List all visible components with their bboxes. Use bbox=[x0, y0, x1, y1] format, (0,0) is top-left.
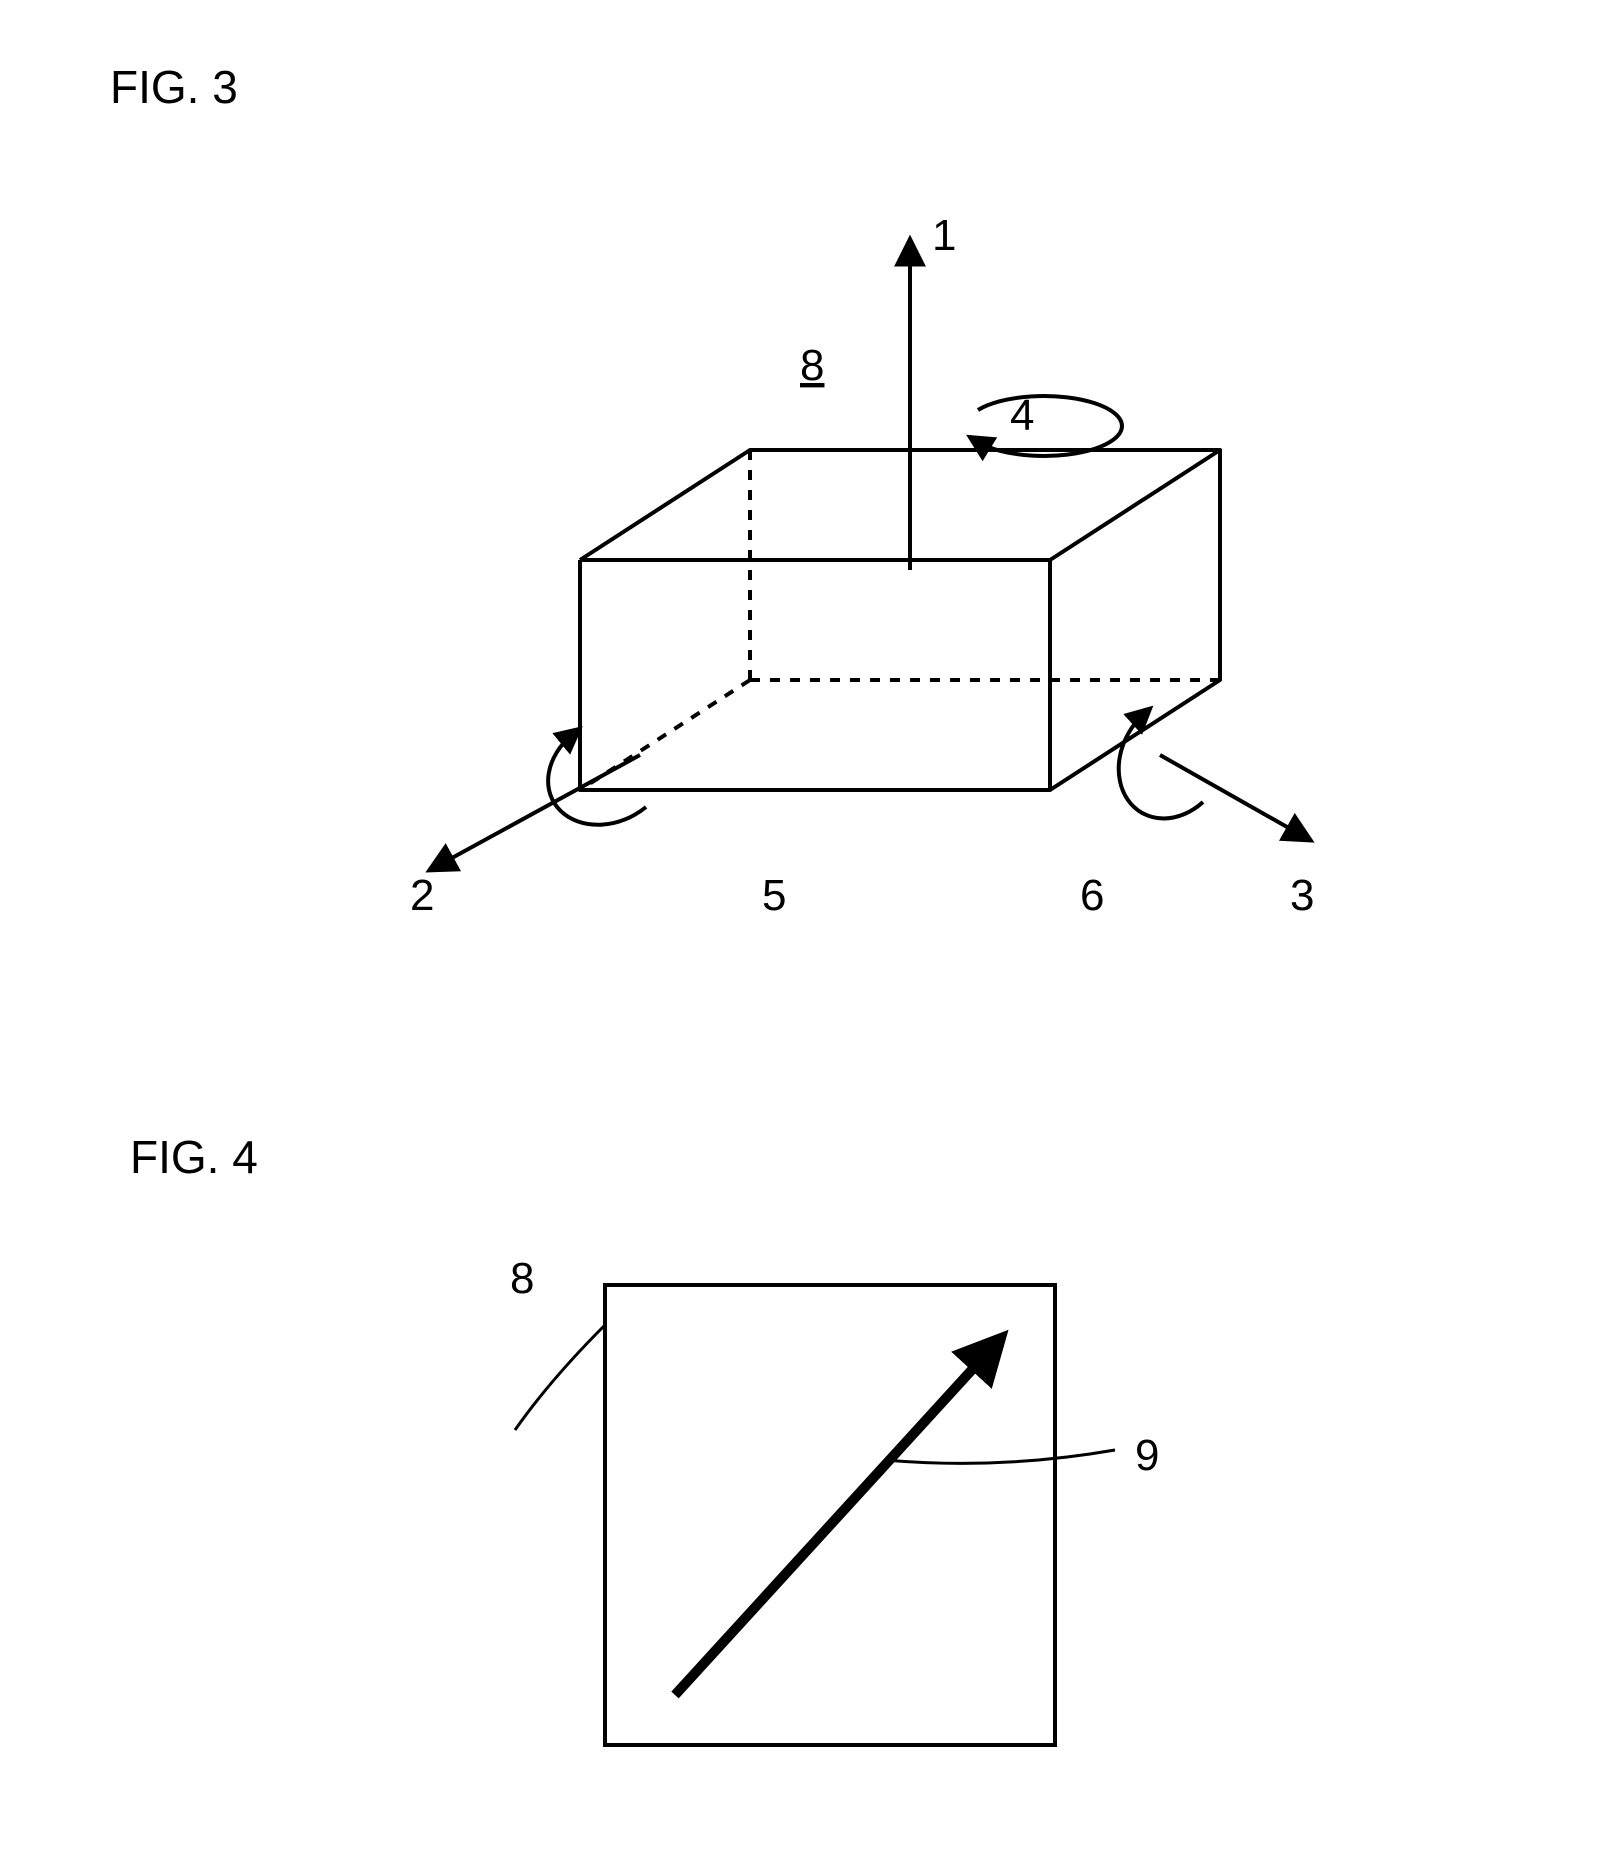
rotation-top-label: 4 bbox=[1010, 391, 1034, 440]
figure-3-diagram: 8 1 2 3 4 5 6 bbox=[330, 150, 1320, 980]
rotation-right-label: 6 bbox=[1080, 871, 1104, 920]
direction-arrow bbox=[675, 1350, 990, 1695]
square-label: 8 bbox=[510, 1254, 534, 1303]
rotation-left-label: 5 bbox=[762, 871, 786, 920]
leader-to-box-label bbox=[515, 1325, 605, 1430]
box-ref-label: 8 bbox=[800, 341, 824, 390]
figure-4-numeric-labels: 8 9 bbox=[510, 1254, 1159, 1480]
arrow-label: 9 bbox=[1135, 1431, 1159, 1480]
axis-left-label: 2 bbox=[410, 871, 434, 920]
figure-4-label: FIG. 4 bbox=[130, 1130, 258, 1184]
rotation-indicators bbox=[548, 396, 1203, 825]
axis-right-label: 3 bbox=[1290, 871, 1314, 920]
figure-3-label: FIG. 3 bbox=[110, 60, 238, 114]
axis-up-label: 1 bbox=[932, 211, 956, 260]
rotation-top bbox=[978, 396, 1122, 456]
axis-right-arrow bbox=[1160, 755, 1310, 840]
leader-to-arrow-label bbox=[885, 1450, 1115, 1463]
axis-arrows bbox=[430, 240, 1310, 870]
rotation-right bbox=[1119, 715, 1203, 818]
figure-3-numeric-labels: 8 1 2 3 4 5 6 bbox=[410, 211, 1314, 920]
figure-4-diagram: 8 9 bbox=[415, 1245, 1215, 1805]
axis-left-arrow bbox=[430, 755, 640, 870]
